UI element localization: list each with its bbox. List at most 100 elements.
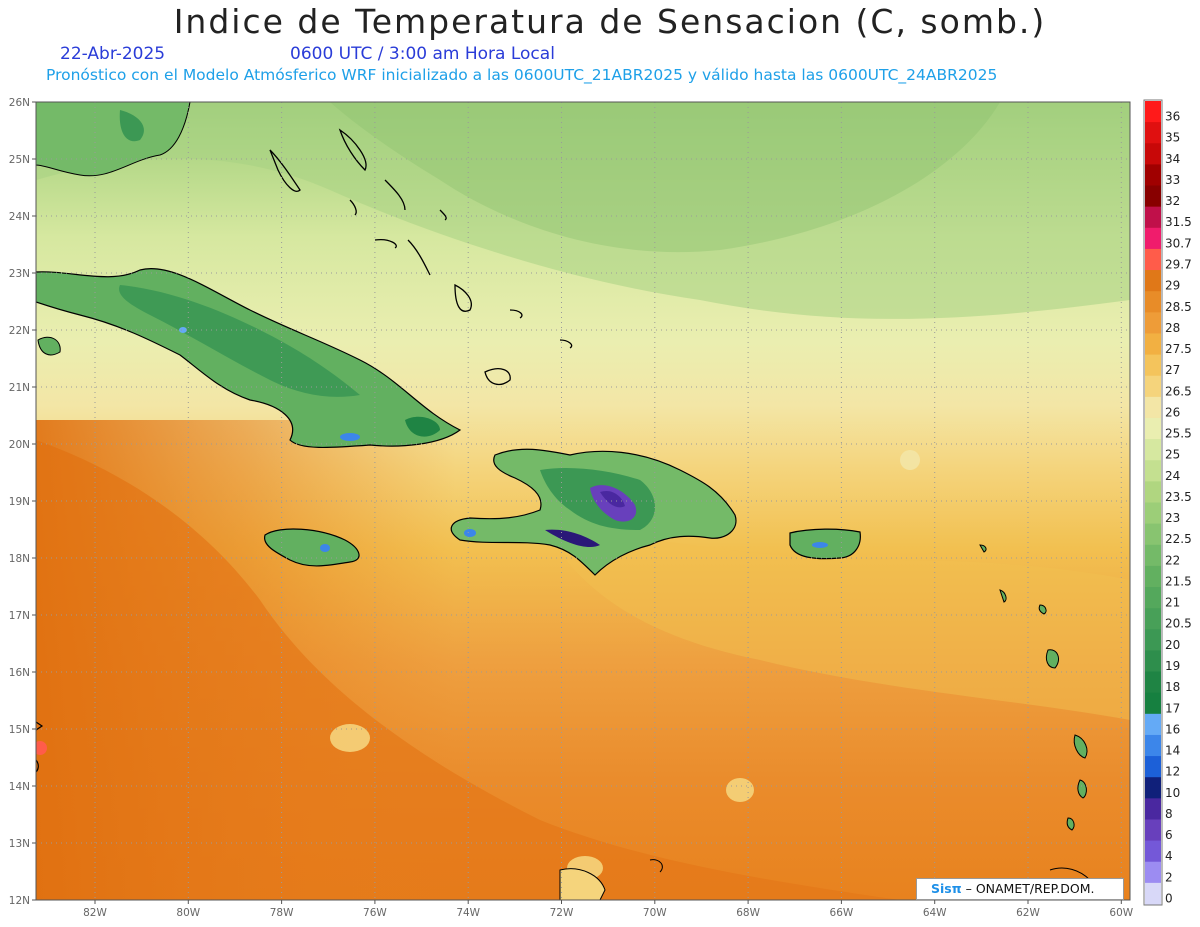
lon-label: 68W xyxy=(736,907,760,919)
central-america-coast xyxy=(36,721,44,731)
lat-label: 15N xyxy=(9,724,30,736)
legend-label: 27 xyxy=(1165,363,1180,377)
lon-label: 62W xyxy=(1016,907,1040,919)
lat-label: 22N xyxy=(9,325,30,337)
legend-label: 28 xyxy=(1165,321,1180,335)
lat-label: 12N xyxy=(9,895,30,907)
lat-label: 16N xyxy=(9,667,30,679)
legend-swatch xyxy=(1145,439,1161,461)
jamaica-cold-spot xyxy=(320,544,330,552)
legend-swatch xyxy=(1145,671,1161,694)
legend-label: 14 xyxy=(1165,744,1180,758)
legend-swatch xyxy=(1145,101,1161,123)
legend-swatch xyxy=(1145,819,1161,842)
legend-swatch xyxy=(1145,777,1161,799)
legend-swatch xyxy=(1145,861,1161,884)
pale-blob xyxy=(330,724,370,752)
lat-label: 13N xyxy=(9,838,30,850)
map-grid xyxy=(36,102,1130,900)
legend-label: 23.5 xyxy=(1165,490,1192,504)
aruba-curacao xyxy=(559,868,606,900)
florida-interior xyxy=(119,110,144,142)
legend-label: 28.5 xyxy=(1165,300,1192,314)
legend-swatch xyxy=(1145,692,1161,715)
legend-swatch xyxy=(1145,882,1161,905)
bonaire xyxy=(649,859,663,873)
legend-label: 24 xyxy=(1165,469,1180,483)
lat-label: 14N xyxy=(9,781,30,793)
legend-label: 32 xyxy=(1165,194,1180,208)
legend-swatch xyxy=(1145,587,1161,609)
legend-label: 33 xyxy=(1165,173,1180,187)
hot-spot xyxy=(36,741,47,755)
legend-label: 23 xyxy=(1165,511,1180,525)
lat-label: 25N xyxy=(9,154,30,166)
legend-label: 30.7 xyxy=(1165,236,1192,250)
lat-label: 23N xyxy=(9,268,30,280)
legend-swatch xyxy=(1145,396,1161,419)
cuba-cold-spot xyxy=(340,433,360,441)
legend-label: 17 xyxy=(1165,701,1180,715)
cool-north-band xyxy=(36,102,1130,319)
florida xyxy=(36,102,191,177)
map-title: Indice de Temperatura de Sensacion (C, s… xyxy=(173,2,1047,41)
legend-label: 21.5 xyxy=(1165,574,1192,588)
legend-swatch xyxy=(1145,185,1161,208)
legend-swatch xyxy=(1145,523,1161,546)
legend-swatch xyxy=(1145,629,1161,651)
cuba-sierra xyxy=(405,416,440,437)
lat-label: 20N xyxy=(9,439,30,451)
legend-swatch xyxy=(1145,248,1161,271)
legend-swatch xyxy=(1145,333,1161,356)
legend-label: 10 xyxy=(1165,786,1180,800)
legend-swatch xyxy=(1145,608,1161,630)
lon-label: 78W xyxy=(270,907,294,919)
lat-label: 19N xyxy=(9,496,30,508)
lon-label: 80W xyxy=(176,907,200,919)
lat-label: 24N xyxy=(9,211,30,223)
forecast-time: 0600 UTC / 3:00 am Hora Local xyxy=(290,44,555,64)
legend-swatch xyxy=(1145,375,1161,398)
legend-label: 2 xyxy=(1165,870,1173,884)
legend-swatch xyxy=(1145,502,1161,525)
legend-label: 16 xyxy=(1165,722,1180,736)
legend-swatch xyxy=(1145,460,1161,482)
legend-label: 19 xyxy=(1165,659,1180,673)
legend-swatch xyxy=(1145,650,1161,673)
cordillera-central-core xyxy=(600,490,625,508)
legend-label: 25 xyxy=(1165,448,1180,462)
pale-blob xyxy=(900,450,920,470)
legend-label: 22.5 xyxy=(1165,532,1192,546)
lon-label: 74W xyxy=(456,907,480,919)
legend-label: 0 xyxy=(1165,891,1173,905)
pr-cold-spot xyxy=(812,542,828,548)
color-legend: 363534333231.530.729.72928.52827.52726.5… xyxy=(1143,99,1192,906)
legend-swatch xyxy=(1145,734,1161,757)
legend-label: 26.5 xyxy=(1165,384,1192,398)
mid-band xyxy=(540,520,1130,720)
legend-swatch xyxy=(1145,291,1161,313)
grenada-coast xyxy=(1049,867,1091,881)
legend-label: 20 xyxy=(1165,638,1180,652)
legend-label: 26 xyxy=(1165,405,1180,419)
lat-label: 26N xyxy=(9,97,30,109)
warm-west-gradient xyxy=(36,420,456,900)
haiti-cold-spot xyxy=(464,529,476,537)
legend-label: 20.5 xyxy=(1165,617,1192,631)
legend-swatch xyxy=(1145,206,1161,229)
jamaica xyxy=(264,528,360,567)
lon-label: 60W xyxy=(1109,907,1133,919)
legend-swatch xyxy=(1145,227,1161,250)
forecast-subtitle: Pronóstico con el Modelo Atmósferico WRF… xyxy=(46,66,998,84)
lon-label: 76W xyxy=(363,907,387,919)
massif-cold xyxy=(545,529,600,548)
legend-swatch xyxy=(1145,354,1161,377)
lesser-antilles xyxy=(979,544,1088,831)
legend-label: 22 xyxy=(1165,553,1180,567)
cooler-north-center xyxy=(330,102,1000,253)
legend-label: 36 xyxy=(1165,110,1180,124)
lon-label: 70W xyxy=(643,907,667,919)
legend-label: 25.5 xyxy=(1165,427,1192,441)
legend-swatch xyxy=(1145,312,1161,334)
forecast-date: 22-Abr-2025 xyxy=(60,44,166,64)
